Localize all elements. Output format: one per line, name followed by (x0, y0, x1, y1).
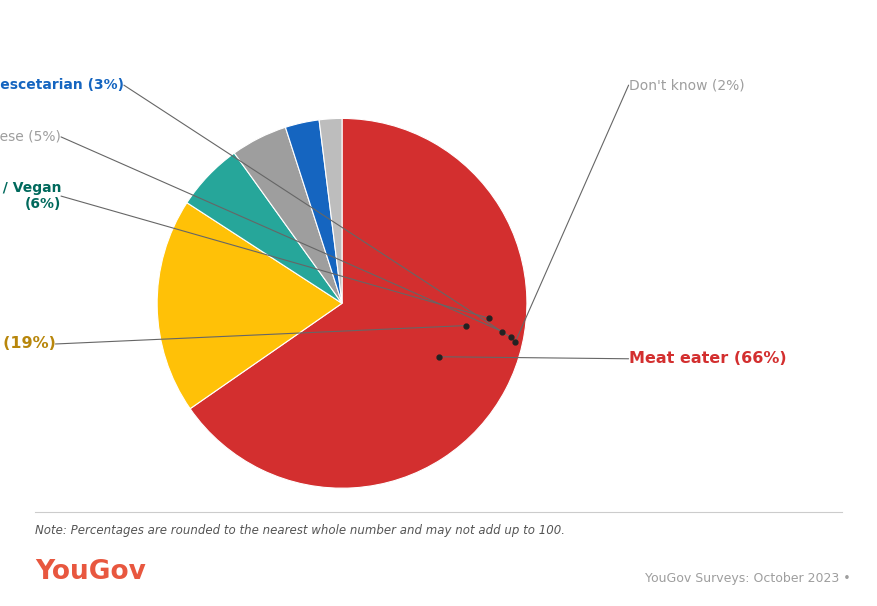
Wedge shape (319, 118, 342, 304)
Text: Pescetarian (3%): Pescetarian (3%) (0, 78, 124, 92)
Text: None of these (5%): None of these (5%) (0, 130, 61, 144)
Wedge shape (157, 202, 342, 408)
Text: Don't know (2%): Don't know (2%) (629, 78, 745, 92)
Text: YouGov: YouGov (35, 559, 146, 585)
Wedge shape (187, 153, 342, 304)
Wedge shape (285, 120, 342, 304)
Wedge shape (190, 118, 527, 488)
Wedge shape (234, 127, 342, 304)
Text: YouGov Surveys: October 2023 •: YouGov Surveys: October 2023 • (645, 572, 851, 585)
Text: Flexitarian (19%): Flexitarian (19%) (0, 336, 55, 351)
Text: Vegetarian / Vegan
(6%): Vegetarian / Vegan (6%) (0, 181, 61, 211)
Text: Meat eater (66%): Meat eater (66%) (629, 351, 786, 366)
Text: Note: Percentages are rounded to the nearest whole number and may not add up to : Note: Percentages are rounded to the nea… (35, 524, 565, 537)
